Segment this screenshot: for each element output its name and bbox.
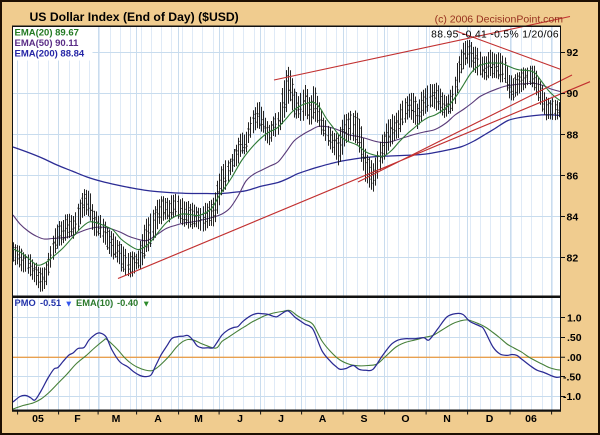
svg-text:86: 86	[567, 170, 579, 182]
svg-text:M: M	[112, 413, 121, 425]
svg-text:82: 82	[567, 253, 579, 265]
svg-text:05: 05	[32, 413, 44, 425]
svg-text:EMA(20) 89.67: EMA(20) 89.67	[15, 28, 79, 39]
svg-text:06: 06	[525, 413, 537, 425]
svg-text:PMO: PMO	[15, 298, 36, 308]
svg-text:-0.40: -0.40	[117, 298, 138, 308]
svg-text:F: F	[74, 413, 81, 425]
svg-text:EMA(50) 90.11: EMA(50) 90.11	[15, 38, 80, 49]
svg-text:O: O	[401, 413, 409, 425]
svg-text:J: J	[278, 413, 284, 425]
svg-text:A: A	[154, 413, 162, 425]
svg-text:84: 84	[567, 212, 579, 224]
svg-text:1.0: 1.0	[567, 313, 582, 325]
svg-text:▼: ▼	[65, 299, 74, 309]
svg-text:US Dollar Index (End of Day) (: US Dollar Index (End of Day) ($USD)	[30, 10, 239, 24]
svg-text:88: 88	[567, 129, 579, 141]
svg-text:S: S	[360, 413, 367, 425]
svg-text:EMA(200) 88.84: EMA(200) 88.84	[15, 49, 85, 60]
svg-text:D: D	[486, 413, 494, 425]
svg-text:(c) 2006 DecisionPoint.com: (c) 2006 DecisionPoint.com	[435, 14, 564, 26]
svg-text:92: 92	[567, 47, 579, 59]
svg-text:88.95 -0.41 -0.5% 1/20/06: 88.95 -0.41 -0.5% 1/20/06	[431, 30, 559, 41]
svg-text:▼: ▼	[142, 299, 151, 309]
svg-text:-0.51: -0.51	[40, 298, 61, 308]
svg-text:.00: .00	[567, 352, 582, 364]
svg-text:EMA(10): EMA(10)	[76, 298, 113, 308]
svg-text:A: A	[319, 413, 327, 425]
svg-text:N: N	[443, 413, 451, 425]
svg-text:J: J	[237, 413, 243, 425]
svg-text:.50: .50	[567, 332, 582, 344]
svg-text:M: M	[194, 413, 203, 425]
svg-text:-1.0: -1.0	[563, 391, 581, 403]
svg-text:-.50: -.50	[563, 371, 581, 383]
svg-text:90: 90	[567, 88, 579, 100]
